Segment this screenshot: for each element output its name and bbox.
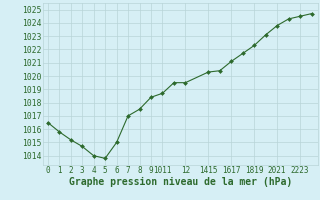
X-axis label: Graphe pression niveau de la mer (hPa): Graphe pression niveau de la mer (hPa): [69, 177, 292, 187]
